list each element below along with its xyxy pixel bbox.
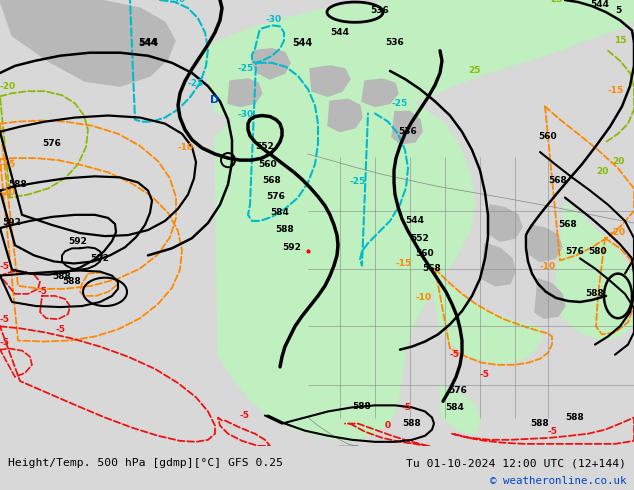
Text: 576: 576 bbox=[266, 192, 285, 201]
Text: -10: -10 bbox=[540, 262, 556, 270]
Text: Height/Temp. 500 hPa [gdmp][°C] GFS 0.25: Height/Temp. 500 hPa [gdmp][°C] GFS 0.25 bbox=[8, 459, 283, 468]
Text: 20: 20 bbox=[596, 167, 609, 176]
Text: -25: -25 bbox=[188, 79, 204, 88]
Polygon shape bbox=[482, 243, 515, 286]
Polygon shape bbox=[440, 385, 480, 434]
Text: -15: -15 bbox=[0, 160, 16, 169]
Text: -30: -30 bbox=[266, 15, 282, 24]
Text: 584: 584 bbox=[271, 208, 290, 218]
Polygon shape bbox=[430, 269, 542, 363]
Text: 592: 592 bbox=[68, 237, 87, 245]
Text: -5: -5 bbox=[480, 370, 490, 379]
Text: 20: 20 bbox=[612, 157, 624, 166]
Polygon shape bbox=[488, 205, 522, 241]
Text: © weatheronline.co.uk: © weatheronline.co.uk bbox=[490, 476, 626, 486]
Text: 568: 568 bbox=[559, 220, 578, 229]
Text: 588: 588 bbox=[403, 419, 422, 428]
Text: 588: 588 bbox=[53, 271, 72, 281]
Text: 592: 592 bbox=[283, 243, 301, 252]
Text: 536: 536 bbox=[371, 5, 389, 15]
Text: 560: 560 bbox=[539, 132, 557, 141]
Polygon shape bbox=[310, 66, 350, 96]
Text: 568: 568 bbox=[262, 176, 281, 185]
Text: 5: 5 bbox=[615, 5, 621, 15]
Text: 536: 536 bbox=[385, 38, 404, 47]
Text: 588: 588 bbox=[9, 180, 27, 189]
Text: 560: 560 bbox=[416, 249, 434, 258]
Polygon shape bbox=[535, 279, 565, 318]
Text: 592: 592 bbox=[3, 219, 22, 227]
Text: 544: 544 bbox=[406, 217, 425, 225]
Text: 576: 576 bbox=[566, 247, 585, 256]
Text: -15: -15 bbox=[395, 259, 411, 268]
Text: -5: -5 bbox=[0, 338, 10, 346]
Text: -10: -10 bbox=[415, 293, 431, 302]
Polygon shape bbox=[328, 99, 362, 132]
Text: -25: -25 bbox=[392, 99, 408, 108]
Text: 560: 560 bbox=[259, 160, 277, 169]
Text: 15: 15 bbox=[614, 36, 626, 45]
Text: -5: -5 bbox=[0, 262, 10, 270]
Text: -10: -10 bbox=[178, 143, 194, 152]
Text: 588: 588 bbox=[276, 224, 294, 234]
Text: -20: -20 bbox=[610, 228, 626, 237]
Text: -30: -30 bbox=[238, 110, 254, 119]
Polygon shape bbox=[392, 112, 422, 144]
Text: -5: -5 bbox=[548, 427, 558, 436]
Text: 588: 588 bbox=[63, 277, 81, 286]
Text: -20: -20 bbox=[0, 188, 16, 196]
Text: 0: 0 bbox=[385, 420, 391, 430]
Text: 588: 588 bbox=[586, 290, 604, 298]
Text: 552: 552 bbox=[256, 143, 275, 151]
Text: 552: 552 bbox=[411, 234, 429, 243]
Text: -20: -20 bbox=[0, 82, 16, 91]
Text: 544: 544 bbox=[292, 38, 312, 48]
Polygon shape bbox=[362, 79, 398, 106]
Polygon shape bbox=[228, 79, 262, 106]
Text: 25: 25 bbox=[468, 66, 481, 75]
Text: 544: 544 bbox=[590, 0, 609, 8]
Polygon shape bbox=[200, 0, 634, 130]
Text: -5: -5 bbox=[450, 350, 460, 359]
Text: 568: 568 bbox=[548, 176, 567, 185]
Text: 576: 576 bbox=[449, 386, 467, 394]
Text: 25: 25 bbox=[550, 0, 562, 4]
Text: Tu 01-10-2024 12:00 UTC (12+144): Tu 01-10-2024 12:00 UTC (12+144) bbox=[406, 459, 626, 468]
Text: 592: 592 bbox=[91, 254, 110, 264]
Text: 584: 584 bbox=[446, 403, 465, 412]
Text: D: D bbox=[210, 96, 219, 105]
Polygon shape bbox=[252, 49, 290, 79]
Text: -5: -5 bbox=[55, 325, 65, 334]
Text: -25: -25 bbox=[238, 64, 254, 73]
Text: 588: 588 bbox=[566, 413, 585, 422]
Text: 576: 576 bbox=[42, 139, 61, 148]
Polygon shape bbox=[528, 225, 562, 262]
Text: -5: -5 bbox=[38, 287, 48, 296]
Text: 544: 544 bbox=[330, 28, 349, 37]
Text: 588: 588 bbox=[353, 402, 372, 411]
Text: -25: -25 bbox=[350, 177, 366, 186]
Text: 536: 536 bbox=[399, 127, 417, 136]
Text: 544: 544 bbox=[138, 38, 158, 48]
Text: 588: 588 bbox=[531, 419, 550, 428]
Text: 580: 580 bbox=[589, 247, 607, 256]
Text: 568: 568 bbox=[423, 264, 441, 273]
Text: -5: -5 bbox=[0, 315, 10, 324]
Text: -5: -5 bbox=[402, 403, 412, 413]
Polygon shape bbox=[555, 203, 634, 340]
Text: -30: -30 bbox=[170, 0, 186, 4]
Polygon shape bbox=[0, 0, 175, 86]
Polygon shape bbox=[215, 81, 475, 441]
Text: 544: 544 bbox=[138, 38, 157, 47]
Text: -5: -5 bbox=[240, 411, 250, 419]
Text: -15: -15 bbox=[608, 86, 624, 95]
